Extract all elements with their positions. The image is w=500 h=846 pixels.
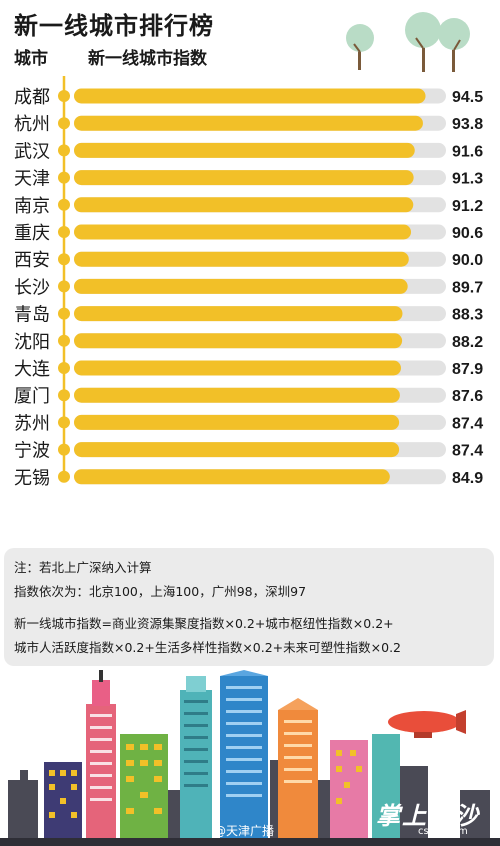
axis-dot	[58, 117, 70, 130]
axis-dot	[58, 307, 70, 320]
axis-dot	[58, 280, 70, 293]
axis-dot	[58, 171, 70, 184]
watermark-url: cswb.com	[418, 826, 468, 837]
bar	[74, 170, 414, 186]
bar	[74, 142, 415, 158]
airship-icon	[388, 710, 466, 738]
bar-row: 沈阳 88.2	[14, 332, 483, 353]
category-label: 南京	[14, 196, 50, 217]
category-label: 厦门	[14, 386, 50, 407]
category-label: 重庆	[14, 223, 50, 244]
bar	[74, 251, 409, 267]
bar	[74, 306, 403, 322]
value-label: 93.8	[452, 116, 483, 133]
category-label: 沈阳	[14, 332, 50, 353]
axis-dot	[58, 470, 70, 483]
column-header-index: 新一线城市指数	[88, 49, 207, 69]
notes-box: 注：若北上广深纳入计算 指数依次为：北京100，上海100，广州98，深圳97 …	[4, 548, 494, 666]
category-label: 杭州	[14, 114, 50, 135]
note-line-3: 新一线城市指数=商业资源集聚度指数×0.2+城市枢纽性指数×0.2+	[14, 616, 394, 631]
bar-row: 南京 91.2	[14, 196, 483, 217]
bar-row: 西安 90.0	[14, 250, 483, 271]
bar-row: 长沙 89.7	[14, 277, 483, 298]
note-line-4: 城市人活跃度指数×0.2+生活多样性指数×0.2+未来可塑性指数×0.2	[14, 640, 402, 655]
category-label: 无锡	[14, 468, 50, 489]
watermark-left: @天津广播	[214, 824, 275, 838]
page-title: 新一线城市排行榜	[14, 12, 214, 40]
value-label: 84.9	[452, 470, 483, 487]
axis-dot	[58, 334, 70, 347]
axis-dot	[58, 144, 70, 157]
bar	[74, 88, 426, 104]
axis-dot	[58, 416, 70, 429]
bar	[74, 224, 412, 240]
category-label: 苏州	[14, 413, 50, 434]
bar-row: 天津 91.3	[14, 169, 483, 190]
bar-row: 宁波 87.4	[14, 441, 483, 462]
category-label: 成都	[14, 87, 50, 108]
value-label: 87.6	[452, 388, 483, 405]
bar	[74, 442, 400, 458]
value-label: 88.2	[452, 334, 483, 351]
axis-dot	[58, 253, 70, 266]
axis-dot	[58, 90, 70, 102]
city-skyline	[0, 670, 500, 846]
value-label: 88.3	[452, 307, 483, 324]
value-label: 91.2	[452, 198, 483, 215]
value-label: 87.4	[452, 415, 483, 432]
bar	[74, 414, 400, 430]
bar-row: 大连 87.9	[14, 359, 483, 380]
note-line-1: 注：若北上广深纳入计算	[14, 560, 152, 575]
bar	[74, 360, 401, 376]
axis-dot	[58, 362, 70, 374]
bar	[74, 333, 403, 349]
bar-row: 重庆 90.6	[14, 223, 483, 244]
value-label: 89.7	[452, 279, 483, 296]
note-line-2: 指数依次为：北京100，上海100，广州98，深圳97	[14, 584, 307, 599]
bar-row: 成都 94.5	[14, 87, 483, 108]
value-label: 90.6	[452, 225, 483, 242]
bar-row: 厦门 87.6	[14, 386, 483, 407]
bar-row: 无锡 84.9	[14, 468, 483, 489]
bar	[74, 387, 400, 403]
axis-dot	[58, 226, 70, 238]
value-label: 94.5	[452, 89, 483, 106]
category-label: 青岛	[14, 305, 50, 326]
bar-row: 武汉 91.6	[14, 141, 483, 162]
category-label: 西安	[14, 250, 50, 271]
category-label: 长沙	[14, 277, 50, 298]
axis-dot	[58, 389, 70, 402]
ranking-chart: 成都 94.5 杭州 93.8 武汉 91.6 天津 91.3 南京 91.2 重庆 90.6 西安 90…	[14, 76, 483, 489]
value-label: 90.0	[452, 252, 483, 269]
category-label: 宁波	[14, 441, 50, 462]
bar	[74, 469, 390, 485]
value-label: 87.4	[452, 443, 483, 460]
bar-row: 青岛 88.3	[14, 305, 483, 326]
category-label: 武汉	[14, 141, 50, 162]
value-label: 87.9	[452, 361, 483, 378]
watermark-right: 掌上长沙	[376, 802, 480, 830]
category-label: 大连	[14, 359, 50, 380]
bar	[74, 197, 414, 213]
bar-row: 杭州 93.8	[14, 114, 483, 135]
axis-dot	[58, 198, 70, 211]
value-label: 91.3	[452, 171, 483, 188]
bar	[74, 278, 408, 294]
tree-icon	[346, 12, 470, 72]
column-header-city: 城市	[14, 49, 48, 69]
bar-row: 苏州 87.4	[14, 413, 483, 434]
axis-dot	[58, 443, 70, 456]
value-label: 91.6	[452, 143, 483, 160]
category-label: 天津	[14, 169, 50, 190]
bar	[74, 115, 423, 131]
